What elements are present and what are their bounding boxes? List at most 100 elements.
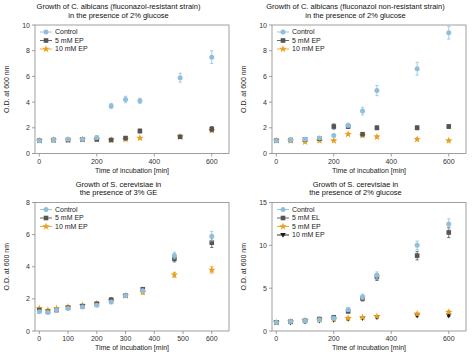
title-line: in the presence of 2% glucose [68, 11, 168, 20]
error-bar [416, 62, 419, 75]
marker [44, 38, 49, 43]
x-tick-label: 400 [148, 335, 160, 342]
marker [209, 55, 214, 60]
error-bar [110, 103, 113, 108]
marker [281, 216, 286, 221]
marker [281, 207, 286, 212]
marker [303, 318, 308, 323]
series [36, 266, 216, 313]
error-bar [138, 129, 141, 133]
marker [107, 297, 114, 304]
data-area [36, 231, 216, 315]
legend-label: Control [292, 28, 315, 35]
title-line: in the presence of 2% glucose [305, 11, 405, 20]
x-tick [39, 154, 40, 157]
marker [316, 316, 323, 323]
x-tick-label: 200 [328, 158, 340, 165]
marker [445, 308, 452, 315]
y-tick [32, 234, 35, 235]
marker [273, 319, 280, 326]
y-tick [32, 50, 35, 51]
marker [301, 317, 308, 324]
legend: Control5 mM EP10 mM EP [40, 206, 88, 230]
marker [274, 138, 279, 143]
y-tick-label: 15 [259, 199, 267, 206]
x-tick [448, 331, 449, 334]
marker [51, 138, 56, 143]
subplot: 02468100200400600Time of incubation [min… [240, 2, 466, 175]
marker [415, 243, 420, 248]
marker [413, 135, 420, 142]
y-axis-label: O.D. at 600 nm [240, 243, 247, 291]
error-bar [447, 26, 450, 39]
marker [54, 308, 59, 313]
y-tick-label: 10 [259, 242, 267, 249]
marker [374, 273, 379, 278]
y-tick-label: 0 [263, 328, 267, 335]
x-tick [68, 331, 69, 334]
series [274, 124, 451, 143]
marker [64, 136, 71, 143]
marker [344, 314, 351, 321]
x-tick [211, 154, 212, 157]
error-bar [332, 124, 335, 129]
marker [44, 207, 49, 212]
series [37, 231, 214, 315]
marker [171, 271, 178, 278]
marker [274, 320, 279, 325]
marker [80, 137, 85, 142]
plot-frame [35, 25, 229, 154]
marker [446, 124, 451, 129]
y-tick-label: 4 [263, 99, 267, 106]
marker [140, 288, 145, 293]
legend-label: 10 mM EP [292, 231, 325, 238]
marker [123, 293, 128, 298]
y-tick-label: 6 [26, 73, 30, 80]
marker [122, 292, 129, 299]
series [273, 130, 453, 145]
y-axis-label: O.D. at 600 nm [3, 65, 10, 113]
y-tick [269, 76, 272, 77]
marker [138, 129, 143, 134]
marker [280, 233, 286, 238]
y-tick-label: 8 [26, 47, 30, 54]
legend-label: 5 mM EL [292, 214, 320, 221]
subplot: 024680100200300400500600Time of incubati… [3, 180, 229, 353]
x-tick [154, 154, 155, 157]
marker [80, 304, 85, 309]
marker [66, 138, 71, 143]
marker [279, 45, 286, 52]
x-tick [154, 331, 155, 334]
y-tick-label: 0 [263, 150, 267, 157]
error-bar [416, 241, 419, 250]
y-tick [269, 153, 272, 154]
y-tick-label: 2 [263, 124, 267, 131]
y-tick [269, 288, 272, 289]
legend-entry: Control [277, 28, 315, 35]
marker [331, 316, 336, 321]
marker [172, 253, 177, 258]
legend-label: Control [55, 206, 78, 213]
error-bar [375, 85, 378, 95]
marker [274, 320, 279, 325]
x-tick-label: 600 [443, 335, 455, 342]
marker [288, 138, 293, 143]
y-tick [32, 202, 35, 203]
marker [176, 133, 183, 140]
legend-label: 5 mM EP [55, 37, 84, 44]
marker [54, 308, 59, 313]
x-tick-label: 600 [206, 335, 218, 342]
marker [446, 230, 451, 235]
marker [303, 318, 308, 323]
marker [317, 317, 322, 322]
series [274, 314, 452, 326]
legend-entry: 5 mM EP [277, 223, 321, 230]
y-tick-label: 10 [22, 22, 30, 29]
series [274, 227, 451, 324]
x-axis-label: Time of incubation [min] [95, 167, 169, 175]
marker [415, 126, 420, 131]
marker [208, 266, 215, 273]
error-bar [124, 96, 127, 102]
y-tick [269, 245, 272, 246]
legend-label: 10 mM EP [55, 223, 88, 230]
